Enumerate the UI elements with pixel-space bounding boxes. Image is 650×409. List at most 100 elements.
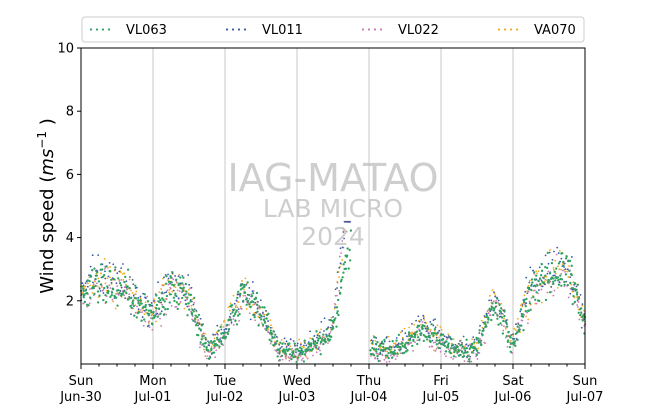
point-VL063 <box>397 333 401 337</box>
point-VL011 <box>174 275 176 277</box>
point-VL063 <box>417 336 420 339</box>
point-VA070 <box>198 321 201 324</box>
point-VL063 <box>312 340 315 343</box>
point-VA070 <box>271 326 273 329</box>
point-VL063 <box>167 280 171 283</box>
point-VL063 <box>305 349 309 352</box>
point-VL063 <box>96 271 99 274</box>
point-VL022 <box>338 289 341 292</box>
point-VL063 <box>261 323 265 326</box>
point-VL022 <box>527 322 529 325</box>
point-VL011 <box>581 303 584 306</box>
point-VL011 <box>223 328 226 331</box>
point-VL063 <box>573 300 577 304</box>
point-VL011 <box>92 281 94 284</box>
point-VL063 <box>179 276 182 279</box>
point-VL022 <box>555 253 558 256</box>
point-VA070 <box>114 307 117 310</box>
point-VL063 <box>316 339 320 342</box>
point-VA070 <box>557 265 559 268</box>
point-VA070 <box>489 294 491 297</box>
point-VL063 <box>192 319 195 322</box>
point-VL063 <box>437 346 440 350</box>
point-VL063 <box>124 275 127 279</box>
point-VA070 <box>386 350 389 353</box>
point-VA070 <box>84 285 87 288</box>
point-VL063 <box>566 283 569 287</box>
point-VL063 <box>493 307 496 310</box>
point-VA070 <box>130 289 132 292</box>
point-VL011 <box>303 344 305 347</box>
point-VL011 <box>125 280 128 283</box>
point-VA070 <box>128 278 131 281</box>
point-VL063 <box>563 283 566 286</box>
point-VL022 <box>452 358 454 360</box>
point-VL063 <box>476 349 479 352</box>
point-VL011 <box>427 332 430 335</box>
point-VL063 <box>102 274 106 277</box>
point-VL011 <box>177 275 180 278</box>
point-VL063 <box>447 342 450 345</box>
point-VL011 <box>193 308 196 311</box>
point-VL063 <box>181 282 184 285</box>
point-VL022 <box>134 311 137 314</box>
point-VL022 <box>160 325 163 327</box>
point-VL063 <box>265 326 268 330</box>
point-VL063 <box>261 306 264 309</box>
point-VA070 <box>298 338 301 341</box>
point-VL063 <box>547 278 550 282</box>
point-VL063 <box>272 343 275 347</box>
point-VA070 <box>452 338 455 340</box>
point-VA070 <box>168 288 171 291</box>
point-VL063 <box>347 267 350 270</box>
point-VL063 <box>156 315 159 318</box>
point-VL063 <box>522 329 525 332</box>
point-VA070 <box>245 308 248 310</box>
point-VL063 <box>521 313 524 316</box>
point-VA070 <box>162 277 164 280</box>
point-VL022 <box>142 324 145 327</box>
point-VL063 <box>126 285 129 288</box>
point-VL063 <box>189 293 193 296</box>
x-tick-date: Jun-30 <box>59 390 102 405</box>
point-VL063 <box>319 353 322 356</box>
point-VA070 <box>374 339 377 342</box>
point-VA070 <box>309 337 312 340</box>
point-VL063 <box>499 307 503 310</box>
point-VL063 <box>554 279 557 282</box>
point-VL063 <box>186 314 189 317</box>
point-VA070 <box>556 286 559 289</box>
point-VL063 <box>374 342 378 346</box>
point-VL063 <box>440 342 444 346</box>
point-VA070 <box>190 304 193 307</box>
point-VL063 <box>503 314 506 318</box>
point-VL011 <box>104 277 107 280</box>
point-VL063 <box>456 345 459 349</box>
x-tick-day: Sun <box>69 374 94 389</box>
point-VL022 <box>261 313 264 315</box>
point-VL063 <box>270 333 273 336</box>
point-VL011 <box>438 329 441 332</box>
point-VA070 <box>243 288 245 291</box>
point-VL063 <box>194 324 198 327</box>
point-VL022 <box>111 298 114 301</box>
point-VL011 <box>256 307 259 310</box>
point-VL063 <box>567 259 570 263</box>
x-tick-date: Jul-01 <box>134 390 172 405</box>
point-VL022 <box>149 317 152 320</box>
point-VL063 <box>432 334 435 337</box>
point-VL063 <box>185 290 188 293</box>
point-VL063 <box>272 330 275 333</box>
point-VL063 <box>571 303 574 306</box>
point-VL063 <box>237 290 240 293</box>
point-VL022 <box>170 305 173 307</box>
x-tick-day: Wed <box>283 374 311 389</box>
point-VL011 <box>167 273 169 276</box>
point-VL063 <box>163 300 166 303</box>
legend-marker <box>107 28 111 31</box>
point-VL063 <box>468 360 471 363</box>
point-VL063 <box>144 305 147 309</box>
point-VL063 <box>164 308 167 311</box>
point-VL063 <box>463 347 466 350</box>
point-VL063 <box>484 325 487 328</box>
